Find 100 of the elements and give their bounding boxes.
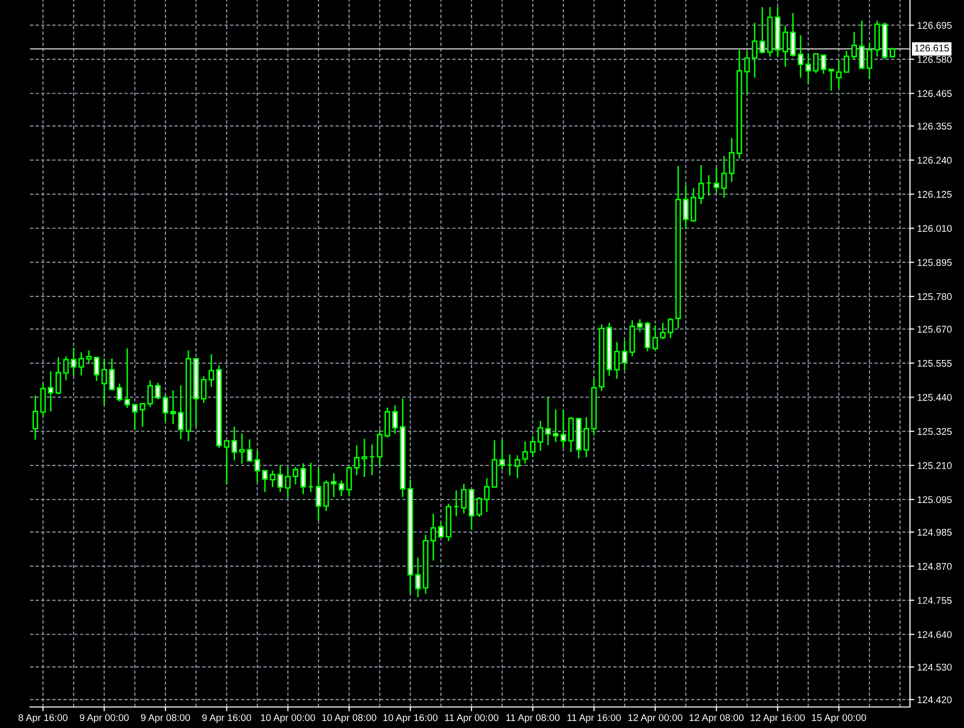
candlestick bbox=[178, 384, 184, 440]
candlestick bbox=[338, 480, 344, 497]
candlestick bbox=[330, 472, 337, 498]
x-tick-label: 11 Apr 16:00 bbox=[567, 714, 621, 724]
candlestick bbox=[668, 317, 674, 339]
candlestick bbox=[438, 521, 444, 538]
candlestick bbox=[170, 390, 176, 425]
x-tick-label: 11 Apr 00:00 bbox=[445, 714, 498, 724]
candlestick bbox=[552, 408, 559, 443]
candlestick bbox=[254, 450, 260, 483]
y-tick-label: 125.325 bbox=[918, 428, 952, 435]
candlestick bbox=[744, 50, 750, 95]
candlestick bbox=[752, 22, 758, 78]
candlestick bbox=[262, 469, 268, 493]
x-tick-label: 10 Apr 16:00 bbox=[383, 714, 438, 724]
candlestick bbox=[277, 464, 284, 493]
candlestick bbox=[782, 25, 788, 68]
candlestick bbox=[56, 356, 62, 395]
candlestick bbox=[538, 420, 544, 452]
candlestick bbox=[40, 382, 46, 417]
y-tick-label: 125.670 bbox=[918, 326, 952, 333]
candlestick bbox=[514, 454, 520, 479]
x-tick-label: 12 Apr 16:00 bbox=[750, 714, 805, 724]
candlestick bbox=[292, 466, 298, 486]
candlestick bbox=[476, 496, 482, 518]
candlestick bbox=[430, 513, 436, 562]
candlestick bbox=[622, 340, 628, 371]
y-tick-label: 125.780 bbox=[918, 293, 952, 300]
y-tick-label: 125.555 bbox=[918, 360, 952, 367]
candlestick bbox=[568, 416, 574, 453]
candlestick bbox=[844, 50, 850, 74]
candlestick bbox=[208, 354, 214, 388]
candlestick bbox=[63, 356, 69, 382]
candlestick bbox=[147, 380, 153, 408]
candlestick bbox=[376, 428, 383, 466]
candlestick bbox=[484, 477, 490, 513]
candlestick bbox=[652, 324, 658, 352]
candlestick bbox=[70, 347, 76, 377]
y-tick-label: 125.095 bbox=[918, 496, 952, 504]
candlestick bbox=[682, 184, 689, 230]
candlestick bbox=[828, 68, 834, 92]
candlestick bbox=[698, 164, 704, 205]
candlestick bbox=[690, 188, 696, 222]
x-tick-label: 15 Apr 00:00 bbox=[812, 714, 866, 724]
candlestick bbox=[714, 166, 720, 194]
y-tick-label: 126.580 bbox=[918, 56, 952, 63]
candlestick bbox=[124, 348, 130, 409]
candlestick bbox=[721, 155, 727, 198]
candlestick bbox=[813, 52, 819, 74]
candlestick bbox=[109, 358, 115, 390]
candlestick bbox=[246, 438, 252, 462]
y-tick-label: 126.465 bbox=[918, 90, 952, 97]
y-tick-label: 126.355 bbox=[918, 122, 952, 130]
candlestick bbox=[660, 322, 666, 340]
candlestick bbox=[200, 375, 207, 404]
candlestick bbox=[346, 464, 352, 497]
y-tick-label: 126.695 bbox=[918, 22, 952, 29]
candlestick bbox=[637, 318, 643, 333]
candlestick bbox=[851, 31, 857, 60]
y-tick-label: 124.755 bbox=[918, 597, 952, 604]
y-tick-label: 124.870 bbox=[918, 562, 952, 570]
x-tick-label: 8 Apr 16:00 bbox=[18, 714, 68, 724]
candlestick bbox=[162, 394, 168, 422]
x-tick-label: 12 Apr 00:00 bbox=[628, 714, 682, 724]
candlestick bbox=[300, 462, 306, 495]
candlestick bbox=[140, 403, 146, 428]
candlestick bbox=[270, 470, 276, 488]
candlestick bbox=[94, 356, 100, 382]
y-tick-label: 125.210 bbox=[918, 462, 952, 470]
x-tick-label: 10 Apr 00:00 bbox=[261, 714, 316, 724]
candlestick bbox=[323, 480, 329, 512]
candlestick bbox=[866, 42, 872, 80]
candlestick bbox=[790, 12, 796, 58]
candlestick bbox=[560, 408, 566, 449]
candlestick bbox=[354, 444, 360, 476]
candlestick bbox=[760, 6, 766, 54]
candlestick bbox=[522, 440, 528, 464]
candlestick bbox=[78, 351, 84, 376]
candlestick bbox=[239, 432, 245, 465]
candlestick bbox=[316, 466, 322, 522]
candlestick bbox=[836, 59, 842, 90]
x-tick-label: 12 Apr 08:00 bbox=[690, 714, 744, 724]
candlestick bbox=[614, 341, 620, 380]
candlestick bbox=[224, 440, 230, 485]
candlestick bbox=[132, 404, 138, 431]
y-tick-label: 125.895 bbox=[918, 259, 952, 266]
candlestick bbox=[116, 382, 122, 402]
candlestick bbox=[530, 435, 536, 458]
x-tick-label: 11 Apr 08:00 bbox=[506, 714, 560, 724]
candlestick bbox=[48, 370, 54, 412]
candlestick bbox=[858, 20, 865, 70]
candlestick bbox=[392, 404, 398, 434]
y-tick-label: 124.640 bbox=[918, 631, 952, 638]
candlestick bbox=[499, 438, 505, 471]
x-tick-label: 9 Apr 16:00 bbox=[202, 714, 252, 724]
x-tick-label: 9 Apr 00:00 bbox=[80, 714, 129, 724]
candlestick bbox=[232, 426, 238, 462]
y-tick-label: 124.530 bbox=[918, 664, 952, 671]
candlestick bbox=[415, 556, 421, 598]
candlestick bbox=[362, 438, 368, 478]
